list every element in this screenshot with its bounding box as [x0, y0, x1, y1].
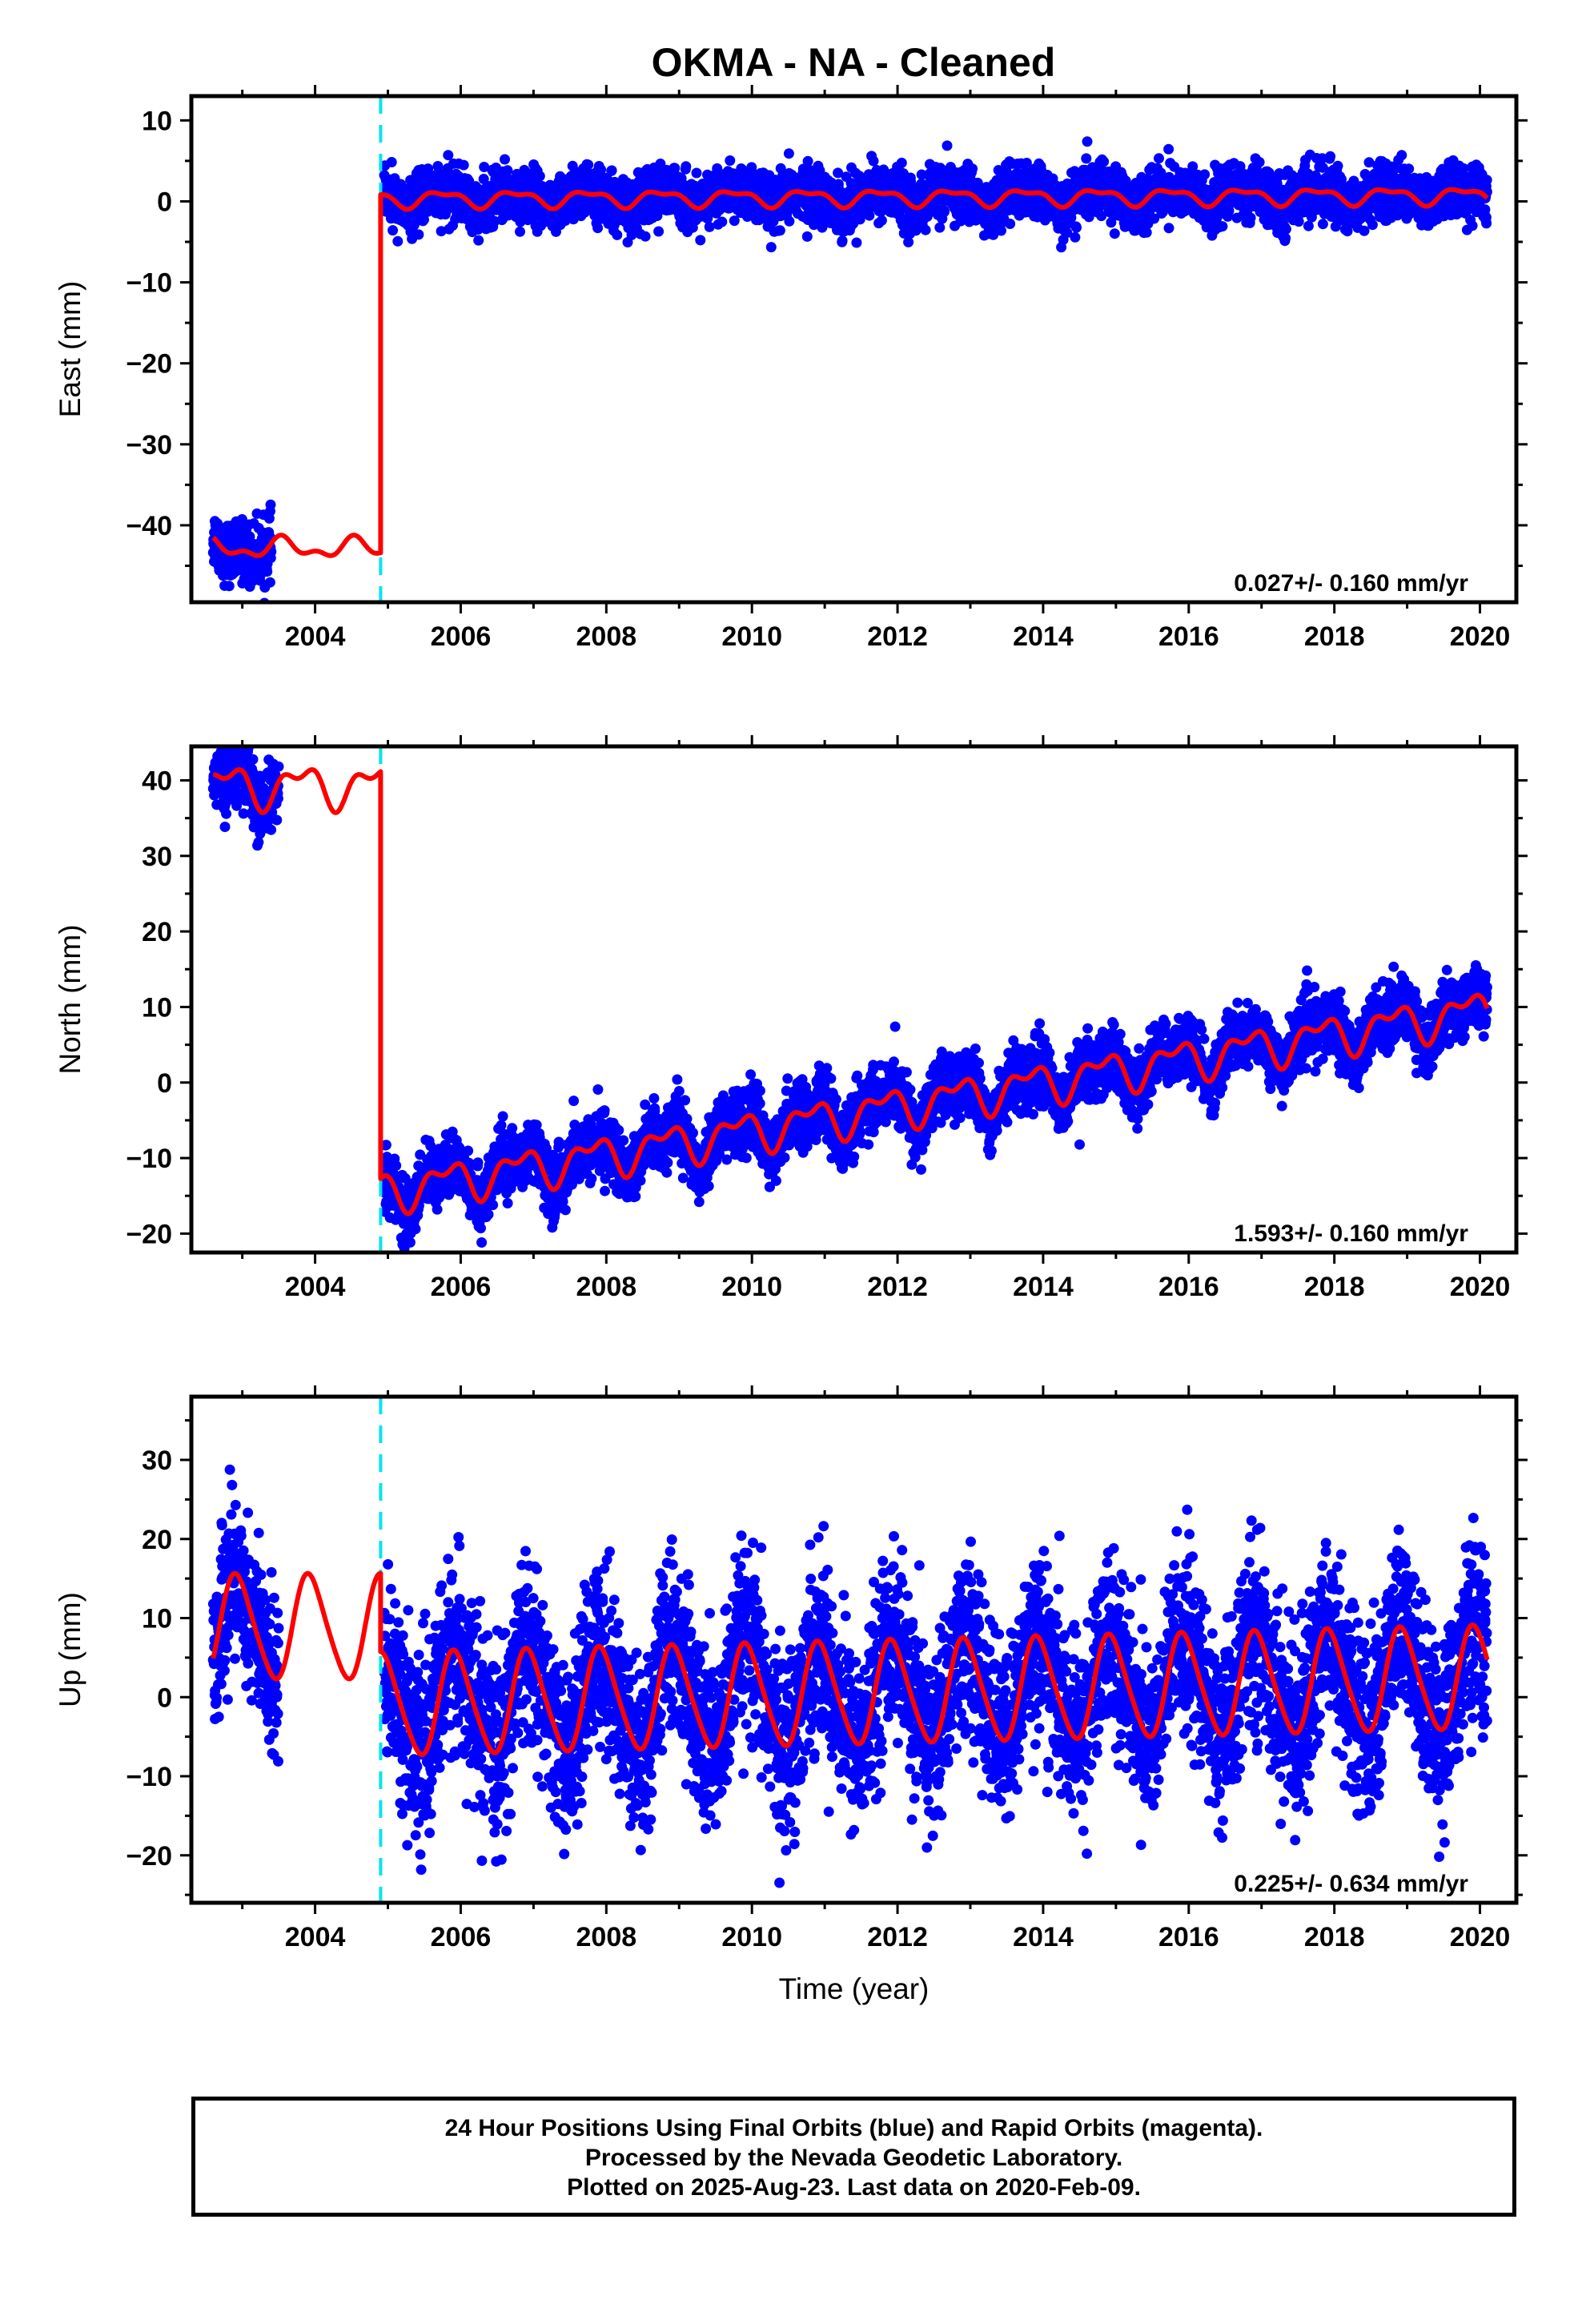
- east-data-point: [1163, 223, 1174, 234]
- east-data-point: [612, 229, 623, 240]
- east-data-point: [1403, 163, 1415, 175]
- east-data-point: [765, 242, 777, 253]
- east-data-point: [1070, 231, 1081, 243]
- east-data-point: [262, 566, 273, 577]
- east-data-point: [903, 236, 914, 247]
- east-data-point: [717, 216, 728, 227]
- east-data-point: [864, 210, 875, 221]
- east-data-point: [967, 163, 978, 175]
- east-data-point: [1106, 217, 1117, 228]
- east-data-point: [1359, 225, 1370, 236]
- east-data-point: [1325, 151, 1336, 162]
- east-data-point: [669, 163, 681, 174]
- east-data-point: [443, 150, 454, 161]
- east-data-point: [934, 222, 946, 233]
- east-data-point: [1396, 150, 1407, 161]
- east-data-point: [1280, 232, 1291, 243]
- east-data-point: [408, 219, 420, 231]
- east-data-point: [606, 165, 617, 176]
- east-data-point: [1245, 212, 1256, 223]
- east-data-point: [1098, 156, 1110, 167]
- east-data-point: [1217, 221, 1228, 232]
- east-data-point: [502, 165, 513, 176]
- east-data-point: [851, 237, 862, 248]
- east-data-point: [996, 225, 1006, 236]
- east-data-point: [1367, 219, 1378, 231]
- east-data-point: [1096, 211, 1107, 222]
- east-data-point: [436, 226, 447, 237]
- east-data-point: [583, 159, 594, 171]
- east-data-point: [802, 155, 813, 167]
- east-data-point: [876, 215, 887, 226]
- east-data-point: [681, 161, 692, 172]
- east-data-point: [896, 157, 907, 168]
- east-data-point: [833, 167, 844, 179]
- east-panel: 2004 2006 2008 2010 2012 2014 2016 2018 2020100−…: [54, 85, 1528, 652]
- east-data-point: [783, 148, 794, 159]
- east-data-point: [423, 163, 434, 175]
- east-data-point: [264, 577, 275, 588]
- east-data-point: [392, 235, 404, 247]
- east-data-point: [868, 155, 879, 167]
- east-data-point: [653, 226, 665, 237]
- east-data-point: [774, 225, 785, 236]
- east-data-point: [1254, 157, 1265, 167]
- east-data-point: [1062, 227, 1073, 238]
- east-data-point: [419, 214, 429, 225]
- east-data-point: [742, 211, 753, 222]
- east-data-point: [534, 171, 545, 182]
- east-data-point: [473, 235, 484, 246]
- east-data-point: [942, 140, 953, 151]
- east-data-point: [1081, 153, 1092, 164]
- east-data-point: [592, 223, 604, 234]
- east-data-point: [1149, 213, 1160, 224]
- east-data-point: [1199, 169, 1211, 180]
- east-data-point: [1293, 216, 1304, 227]
- east-data-point: [1280, 223, 1291, 235]
- east-data-point: [1071, 222, 1082, 233]
- east-data-point: [988, 229, 999, 240]
- east-data-point: [1163, 143, 1174, 155]
- east-data-point: [854, 214, 865, 225]
- east-data-point: [920, 224, 931, 235]
- east-data-point: [1154, 153, 1164, 164]
- east-data-point: [265, 499, 276, 510]
- east-data-point: [1109, 228, 1120, 239]
- east-data-point: [784, 215, 795, 227]
- east-data-point: [596, 164, 607, 175]
- east-data-point: [833, 179, 844, 190]
- east-data-point: [223, 581, 235, 592]
- east-data-point: [1082, 136, 1093, 147]
- figure-title: OKMA - NA - Cleaned: [652, 40, 1056, 85]
- east-data-point: [691, 167, 702, 179]
- east-data-point: [515, 226, 525, 237]
- east-data-point: [729, 215, 740, 227]
- east-data-point: [567, 160, 578, 171]
- east-data-point: [939, 207, 950, 217]
- east-data-point: [387, 225, 399, 236]
- east-data-point: [725, 155, 736, 166]
- east-data-point: [1317, 219, 1328, 230]
- east-data-point: [458, 159, 469, 171]
- east-data-point: [1021, 158, 1032, 168]
- east-data-point: [1141, 227, 1152, 238]
- east-data-point: [1332, 160, 1343, 171]
- east-data-point: [500, 154, 510, 165]
- east-data-point: [640, 231, 651, 242]
- east-data-point: [413, 229, 424, 240]
- east-data-point: [1005, 219, 1016, 229]
- east-data-point: [432, 161, 444, 171]
- east-data-point: [386, 157, 397, 167]
- east-data-point: [695, 235, 706, 246]
- east-data-point: [837, 235, 848, 247]
- east-data-point: [704, 221, 715, 232]
- east-data-point: [801, 231, 813, 242]
- east-data-point: [479, 162, 490, 172]
